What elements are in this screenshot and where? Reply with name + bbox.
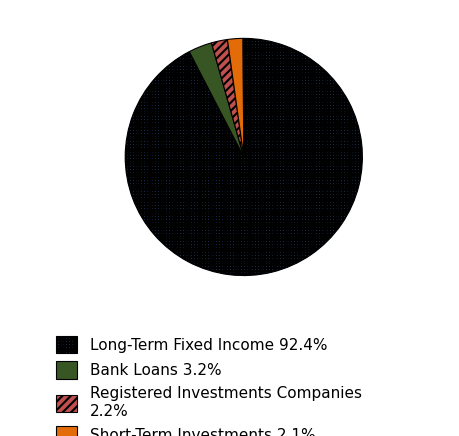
Wedge shape	[242, 38, 243, 157]
Wedge shape	[189, 43, 243, 157]
Wedge shape	[211, 40, 243, 157]
Legend: Long-Term Fixed Income 92.4%, Bank Loans 3.2%, Registered Investments Companies
: Long-Term Fixed Income 92.4%, Bank Loans…	[50, 330, 367, 436]
Wedge shape	[227, 38, 243, 157]
Wedge shape	[125, 38, 362, 276]
